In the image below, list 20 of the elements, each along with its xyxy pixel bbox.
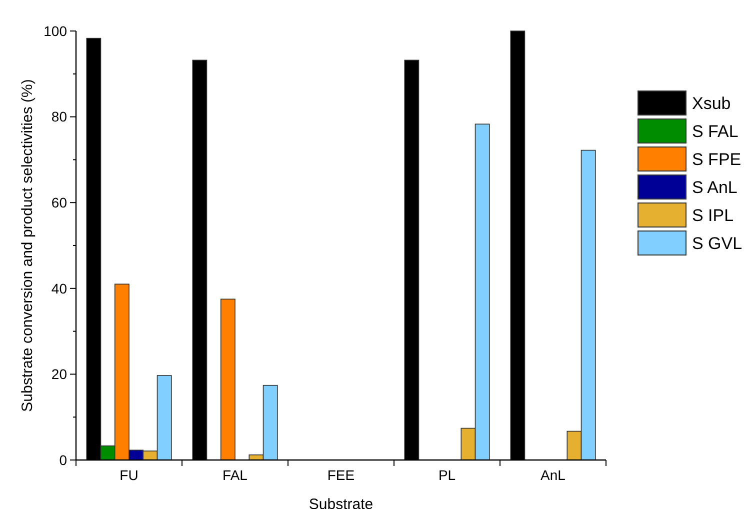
y-tick-label: 80 [51, 108, 68, 125]
legend-label: S AnL [692, 178, 738, 197]
x-tick-label: FU [120, 467, 138, 483]
legend-label: S IPL [692, 206, 734, 225]
legend-label: S FPE [692, 150, 742, 169]
x-axis-title: Substrate [308, 496, 374, 509]
legend-label: S GVL [692, 234, 742, 253]
x-tick-label: AnL [540, 467, 566, 483]
x-tick-label: FEE [327, 467, 355, 483]
y-tick-label: 60 [51, 194, 68, 210]
y-tick-label: 0 [59, 452, 68, 468]
x-tick-label: FAL [222, 467, 248, 483]
y-tick-label: 20 [51, 366, 68, 382]
y-tick-label: 40 [51, 280, 68, 296]
legend-label: Xsub [692, 94, 731, 113]
y-axis-title: Substrate conversion and product selectivities (%) [19, 79, 36, 412]
legend-label: S FAL [692, 122, 738, 141]
y-tick-label: 100 [44, 22, 68, 39]
x-tick-label: PL [438, 467, 456, 483]
bar [220, 298, 236, 460]
